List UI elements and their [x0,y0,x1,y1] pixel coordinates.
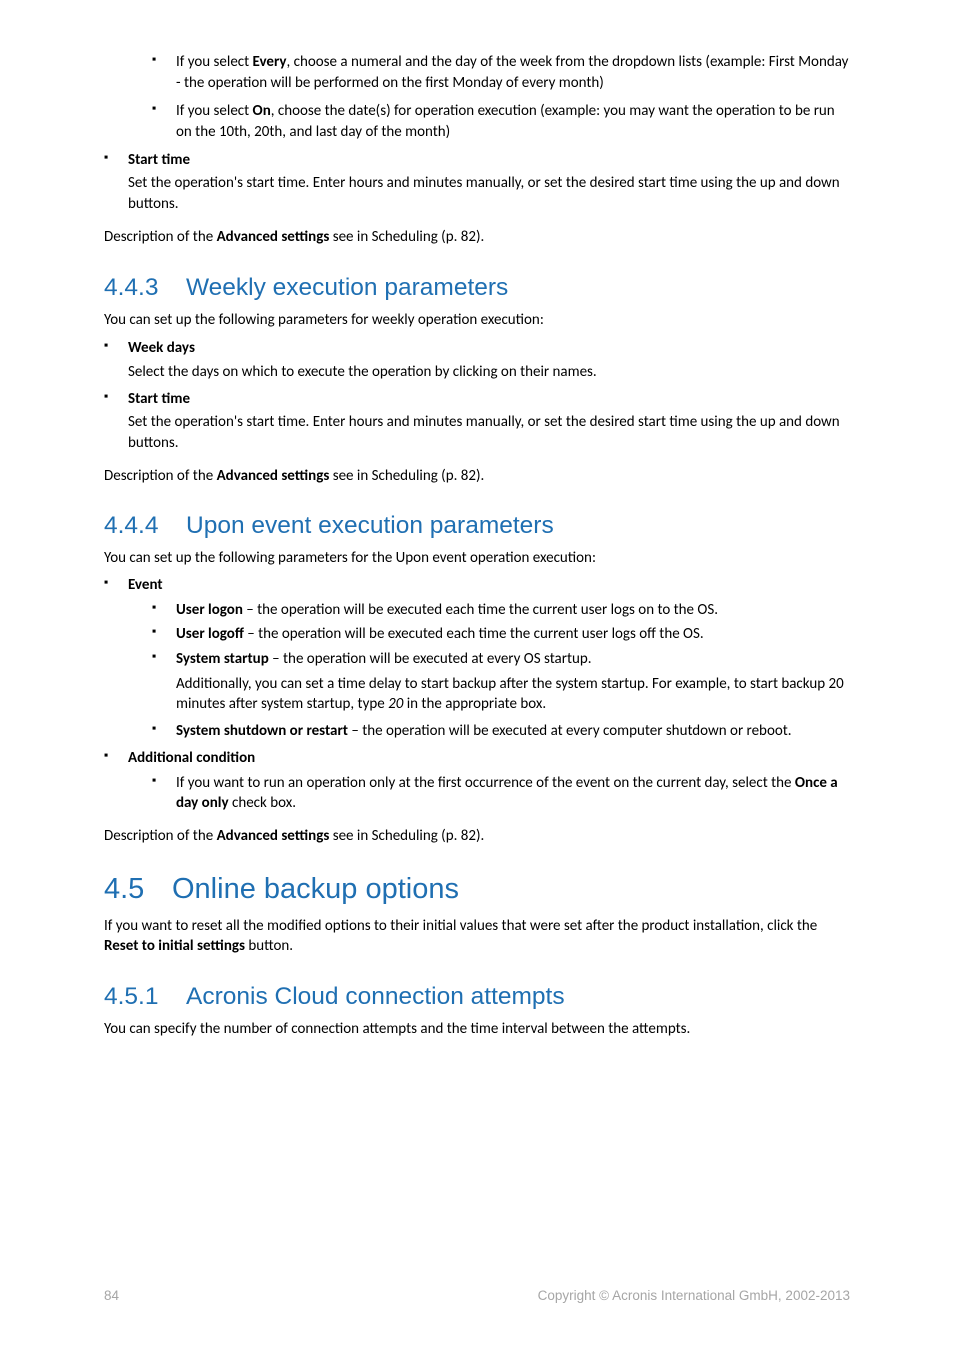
list-item-system-shutdown: System shutdown or restart – the operati… [152,721,850,742]
list-item-every: If you select Every, choose a numeral an… [152,52,850,93]
text: Description of the [104,467,217,485]
user-logoff-bold: User logoff [176,625,244,643]
text: If you want to run an operation only at … [176,774,795,792]
list-444-addcond: Additional condition [104,748,850,769]
adv-desc-444: Description of the Advanced settings see… [104,826,850,847]
italic-20: 20 [388,695,403,713]
text: Description of the [104,228,217,246]
text: If you select [176,53,253,71]
list-444-event: Event [104,575,850,596]
p-451: You can specify the number of connection… [104,1019,850,1040]
heading-451: 4.5.1Acronis Cloud connection attempts [104,983,850,1011]
text: If you select [176,102,253,120]
weekdays-desc: Select the days on which to execute the … [128,362,850,383]
heading-number: 4.5.1 [104,983,186,1011]
text: see in Scheduling (p. 82). [329,467,484,485]
heading-number: 4.5 [104,873,172,906]
heading-number: 4.4.3 [104,274,186,302]
text: in the appropriate box. [403,695,546,713]
weekdays-label: Week days [128,339,195,357]
heading-number: 4.4.4 [104,512,186,540]
text: If you want to reset all the modified op… [104,917,817,935]
heading-444: 4.4.4Upon event execution parameters [104,512,850,540]
list-item-weekdays: Week days [104,338,850,359]
adv-settings-bold: Advanced settings [217,228,330,246]
list-item-start-time: Start time [104,150,850,171]
text: – the operation will be executed at ever… [269,650,592,668]
heading-45: 4.5Online backup options [104,873,850,906]
list-444-event-items: User logon – the operation will be execu… [128,600,850,742]
heading-title: Weekly execution parameters [186,274,508,301]
list-item-additional-condition: Additional condition [104,748,850,769]
system-startup-bold: System startup [176,650,269,668]
list-item-user-logon: User logon – the operation will be execu… [152,600,850,621]
start-time-label: Start time [128,151,190,169]
text: Description of the [104,827,217,845]
adv-desc-443: Description of the Advanced settings see… [104,466,850,487]
list-item-on: If you select On, choose the date(s) for… [152,101,850,142]
list-443b: Start time [104,389,850,410]
text: check box. [229,794,296,812]
page-footer: 84 Copyright © Acronis International Gmb… [104,1288,850,1303]
text: see in Scheduling (p. 82). [329,228,484,246]
reset-bold: Reset to initial settings [104,937,245,955]
intro-443: You can set up the following parameters … [104,310,850,331]
start-time-desc: Set the operation's start time. Enter ho… [128,173,850,214]
intro-444: You can set up the following parameters … [104,548,850,569]
start-time-desc-443: Set the operation's start time. Enter ho… [128,412,850,453]
adv-settings-bold: Advanced settings [217,467,330,485]
bold-on: On [253,102,271,120]
text: – the operation will be executed each ti… [244,625,704,643]
text: , choose the date(s) for operation execu… [176,102,835,141]
list-item-user-logoff: User logoff – the operation will be exec… [152,624,850,645]
heading-title: Upon event execution parameters [186,512,554,539]
additional-condition-label: Additional condition [128,749,255,767]
copyright: Copyright © Acronis International GmbH, … [538,1288,850,1303]
list-443: Week days [104,338,850,359]
list-item-event: Event [104,575,850,596]
text: – the operation will be executed each ti… [243,601,718,619]
page-number: 84 [104,1288,119,1303]
system-startup-extra: Additionally, you can set a time delay t… [176,674,850,715]
heading-title: Acronis Cloud connection attempts [186,983,565,1010]
bold-every: Every [253,53,287,71]
list-item-once-a-day: If you want to run an operation only at … [152,773,850,814]
user-logon-bold: User logon [176,601,243,619]
heading-443: 4.4.3Weekly execution parameters [104,274,850,302]
top-outer-list: Start time [104,150,850,171]
text: button. [245,937,293,955]
p-45: If you want to reset all the modified op… [104,916,850,957]
heading-title: Online backup options [172,873,459,905]
list-444-addcond-items: If you want to run an operation only at … [128,773,850,814]
text: see in Scheduling (p. 82). [329,827,484,845]
start-time-label-443: Start time [128,390,190,408]
adv-settings-bold: Advanced settings [217,827,330,845]
list-item-start-time-443: Start time [104,389,850,410]
top-inner-list: If you select Every, choose a numeral an… [128,52,850,143]
list-item-system-startup: System startup – the operation will be e… [152,649,850,715]
system-shutdown-bold: System shutdown or restart [176,722,348,740]
text: – the operation will be executed at ever… [348,722,792,740]
event-label: Event [128,576,163,594]
adv-desc-top: Description of the Advanced settings see… [104,227,850,248]
